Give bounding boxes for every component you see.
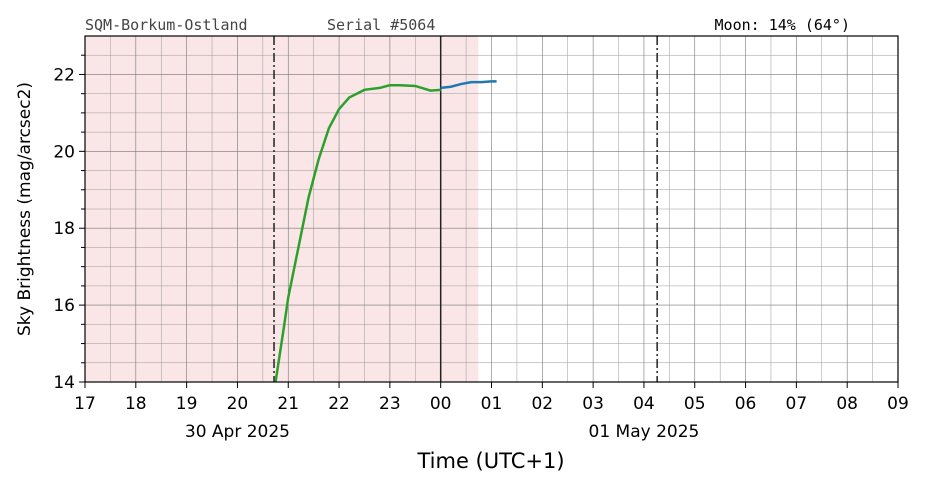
y-tick-label: 14	[53, 373, 75, 393]
x-tick-label: 07	[786, 394, 808, 414]
plot-frame	[84, 35, 899, 383]
x-tick-label: 23	[379, 394, 401, 414]
x-tick-label: 20	[227, 394, 249, 414]
station-name: SQM-Borkum-Ostland	[85, 16, 248, 34]
x-tick-label: 18	[125, 394, 147, 414]
y-axis-title: Sky Brightness (mag/arcsec2)	[15, 82, 35, 336]
x-tick-label: 06	[735, 394, 757, 414]
x-tick-label: 03	[582, 394, 604, 414]
y-tick-label: 20	[53, 142, 75, 162]
series-line	[440, 80, 497, 90]
date-label: 01 May 2025	[589, 422, 700, 442]
date-label: 30 Apr 2025	[185, 422, 290, 442]
x-tick-label: 17	[74, 394, 96, 414]
y-tick-label: 18	[53, 219, 75, 239]
x-tick-label: 02	[531, 394, 553, 414]
x-tick-label: 00	[430, 394, 452, 414]
x-tick-label: 01	[481, 394, 503, 414]
x-tick-label: 21	[277, 394, 299, 414]
series-line	[274, 83, 441, 383]
x-tick-label: 22	[328, 394, 350, 414]
moon-info: Moon: 14% (64°)	[715, 16, 850, 34]
x-tick-label: 09	[887, 394, 909, 414]
y-tick-label: 22	[53, 65, 75, 85]
x-tick-label: 05	[684, 394, 706, 414]
serial: Serial #5064	[327, 16, 435, 34]
x-tick-label: 08	[836, 394, 858, 414]
x-tick-label: 04	[633, 394, 655, 414]
y-tick-label: 16	[53, 296, 75, 316]
x-axis-title: Time (UTC+1)	[416, 449, 564, 473]
x-tick-label: 19	[176, 394, 198, 414]
